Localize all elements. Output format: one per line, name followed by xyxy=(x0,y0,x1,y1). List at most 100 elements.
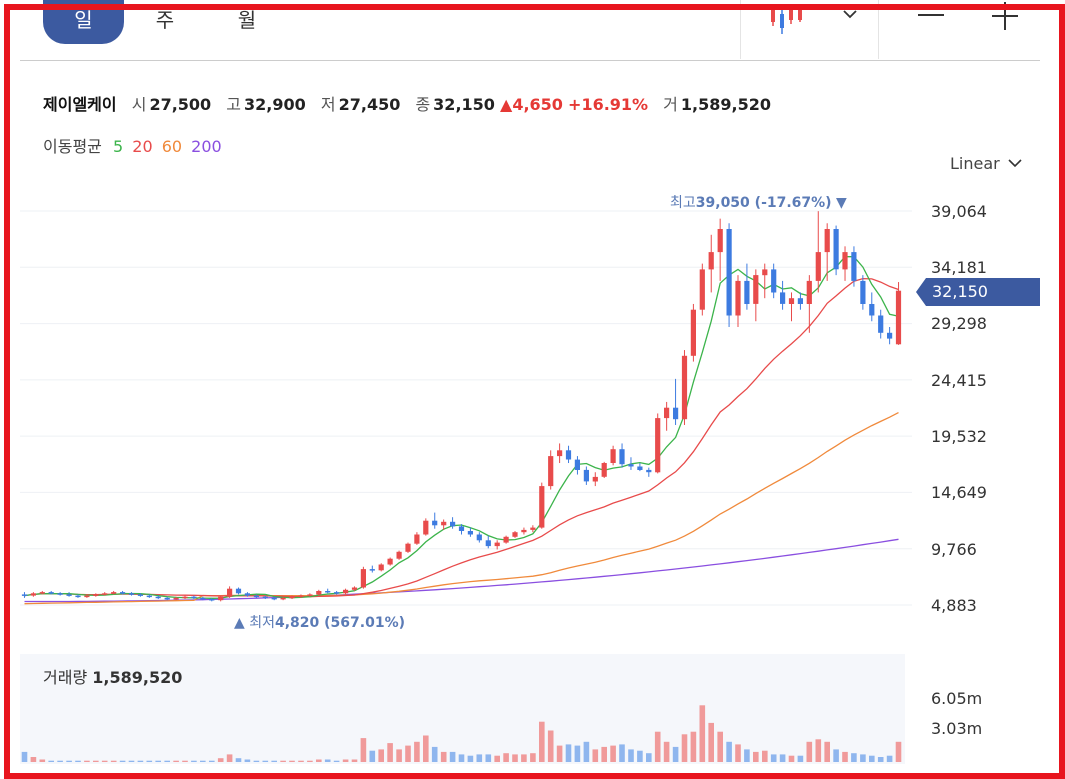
volume-bar xyxy=(173,760,179,762)
volume-bar xyxy=(431,746,438,762)
volume-bar xyxy=(797,755,804,762)
candle-body xyxy=(735,280,741,316)
chevron-down-icon[interactable] xyxy=(842,8,858,20)
volume-panel-label: 거래량 xyxy=(43,668,88,687)
volume-bar xyxy=(681,734,688,762)
candle-body xyxy=(128,593,135,595)
candle-body xyxy=(797,298,803,304)
volume-bar xyxy=(369,750,376,762)
price-tick: 9,766 xyxy=(931,540,977,559)
volume-bar xyxy=(30,757,37,762)
candle-body xyxy=(512,532,518,537)
candle-body xyxy=(298,595,304,598)
plus-icon[interactable] xyxy=(992,2,1018,30)
volume-bar xyxy=(75,760,81,762)
candle-body xyxy=(681,355,688,420)
candle-body xyxy=(619,449,625,465)
candle-body xyxy=(387,558,393,565)
volume-bar xyxy=(708,722,714,762)
candle-body xyxy=(378,564,384,571)
candle-body xyxy=(120,592,126,594)
open-label: 시 xyxy=(131,95,147,114)
volume-bar xyxy=(583,741,590,762)
price-tick: 29,298 xyxy=(931,314,987,333)
candle-body xyxy=(833,229,839,270)
candle-body xyxy=(503,536,509,543)
volume-bar xyxy=(699,705,706,762)
volume-bar xyxy=(137,760,144,762)
tab-month[interactable]: 월 xyxy=(237,8,257,32)
volume-bar xyxy=(672,746,679,762)
ma-20-label: 20 xyxy=(132,137,153,156)
volume-bar xyxy=(253,760,260,762)
toolbar-divider xyxy=(740,0,741,59)
candle-body xyxy=(637,466,643,470)
candle-body xyxy=(664,407,670,419)
volume-bar xyxy=(307,760,313,762)
candle-body xyxy=(441,521,447,526)
candle-body xyxy=(895,290,902,345)
candle-body xyxy=(869,304,875,316)
volume-bar xyxy=(735,744,741,762)
volume-bar xyxy=(503,753,509,762)
chart-toolbar: 일 주 월 xyxy=(20,0,1040,61)
tab-week[interactable]: 주 xyxy=(155,8,175,32)
candle-body xyxy=(111,592,117,594)
candle-body xyxy=(673,407,679,420)
volume-bar xyxy=(66,760,72,762)
candle-body xyxy=(93,594,99,596)
volume-bar xyxy=(191,760,197,762)
volume-bar xyxy=(806,741,813,762)
candle-body xyxy=(824,229,830,253)
ma-60-line xyxy=(24,412,899,605)
candle-body xyxy=(521,529,527,533)
candle-body xyxy=(48,592,54,594)
volume-bar xyxy=(458,754,465,762)
minus-icon[interactable] xyxy=(918,14,944,16)
candle-body xyxy=(262,596,268,599)
candle-body xyxy=(253,595,259,598)
volume-bar xyxy=(333,760,340,762)
candle-body xyxy=(744,280,750,304)
volume-bar xyxy=(48,760,54,762)
candle-body xyxy=(369,569,375,571)
candle-body xyxy=(57,593,63,595)
volume-bar xyxy=(271,760,277,762)
candle-body xyxy=(806,280,812,304)
volume-title: 거래량 1,589,520 xyxy=(43,664,182,688)
candle-body xyxy=(458,526,465,531)
scale-selector[interactable]: Linear xyxy=(950,154,1000,173)
candle-body xyxy=(851,252,857,281)
volume-bar xyxy=(226,754,233,762)
volume-bar xyxy=(895,741,902,762)
volume-bar xyxy=(646,753,652,762)
chevron-down-icon[interactable] xyxy=(1008,158,1022,168)
low-marker: ▲ xyxy=(234,615,245,631)
low-label: 저 xyxy=(320,95,336,114)
candle-body xyxy=(646,469,652,473)
candle-body xyxy=(450,521,456,527)
candle-body xyxy=(244,593,250,596)
candle-body xyxy=(815,252,821,281)
price-tick: 34,181 xyxy=(931,258,987,277)
candle-body xyxy=(788,298,795,304)
candle-body xyxy=(146,595,152,598)
candle-body xyxy=(476,534,482,541)
volume-bar xyxy=(753,751,759,762)
volume-bar xyxy=(414,741,420,762)
volume-bar xyxy=(289,760,295,762)
candle-body xyxy=(271,597,277,600)
volume-bar xyxy=(378,749,384,762)
volume-bar xyxy=(601,746,607,762)
volume-bar xyxy=(155,760,161,762)
volume-bar xyxy=(209,760,215,762)
candle-body xyxy=(423,520,429,535)
high-annotation: 최고39,050 (-17.67%) ▼ xyxy=(670,192,847,212)
candle-body xyxy=(432,520,438,526)
volume-bar xyxy=(610,745,616,762)
moving-average-legend[interactable]: 이동평균 5 20 60 200 xyxy=(43,133,222,157)
volume-bar xyxy=(494,755,500,762)
candle-body xyxy=(289,596,295,599)
candle-body xyxy=(771,269,777,293)
